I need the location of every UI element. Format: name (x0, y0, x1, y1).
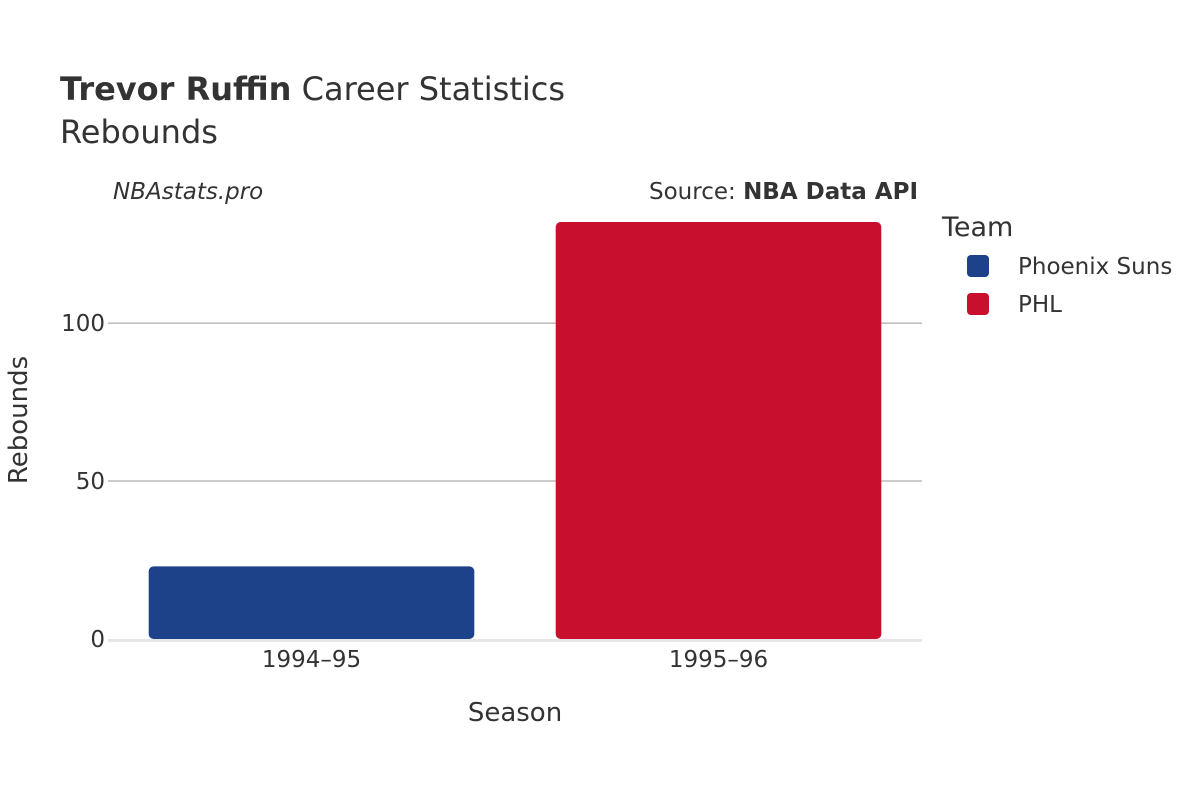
chart-subtitle: Rebounds (60, 113, 218, 151)
y-tick-label: 0 (90, 627, 105, 653)
source-name: NBA Data API (743, 179, 918, 205)
legend-swatch (967, 255, 989, 277)
bar[interactable] (148, 566, 475, 639)
y-tick-labels: 0 50 100 (61, 311, 105, 653)
source-credit: Source: NBA Data API (649, 179, 918, 205)
y-tick-label: 100 (61, 311, 105, 337)
legend: Phoenix Suns PHL (967, 254, 1172, 318)
x-tick-label: 1994–95 (262, 647, 361, 673)
watermark: NBAstats.pro (113, 179, 263, 205)
x-tick-label: 1995–96 (669, 647, 768, 673)
x-axis-label: Season (468, 698, 562, 728)
legend-title: Team (941, 212, 1013, 243)
legend-label: Phoenix Suns (1018, 254, 1172, 280)
x-tick-labels: 1994–95 1995–96 (262, 647, 768, 673)
legend-swatch (967, 293, 989, 315)
bars (148, 222, 882, 639)
chart-title: Trevor Ruffin Career Statistics (60, 70, 565, 108)
y-tick-label: 50 (76, 469, 105, 495)
bar[interactable] (555, 222, 882, 639)
source-prefix: Source: (649, 179, 743, 205)
chart-title-rest: Career Statistics (291, 70, 565, 108)
legend-label: PHL (1018, 292, 1062, 318)
chart-title-player: Trevor Ruffin (60, 70, 291, 108)
y-axis-label: Rebounds (4, 356, 34, 484)
